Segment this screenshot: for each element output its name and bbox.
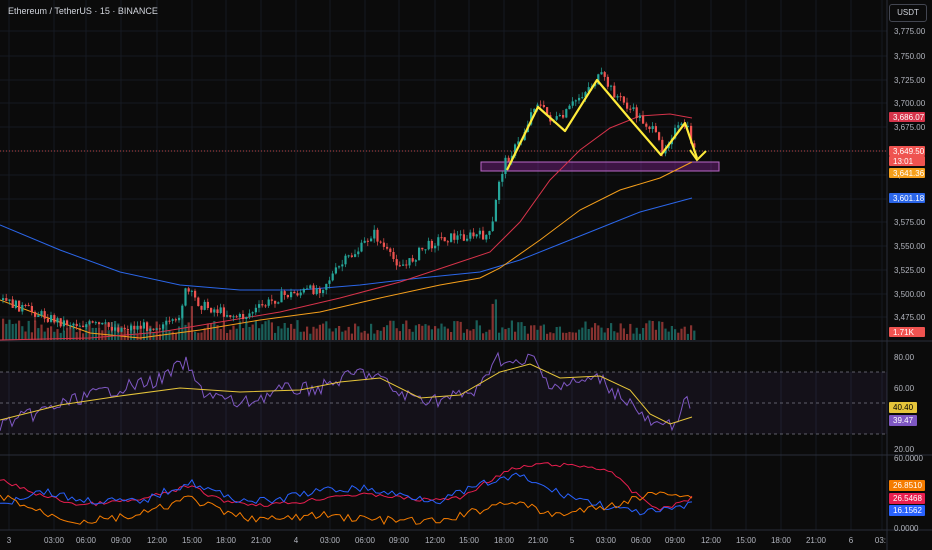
price-label-badge: [889, 156, 925, 166]
rsi-pane[interactable]: [0, 351, 887, 435]
time-tick-label: 21:00: [528, 536, 549, 545]
time-tick-label: 09:00: [665, 536, 686, 545]
price-tick-label: 3,675.00: [894, 123, 926, 132]
ma-blue-line: [0, 197, 693, 291]
time-tick-label: 09:00: [389, 536, 410, 545]
price-label-badge: [889, 168, 925, 178]
time-tick-label: 12:00: [425, 536, 446, 545]
price-tick-label: 3,575.00: [894, 218, 926, 227]
time-tick-label: 03:00: [596, 536, 617, 545]
rsi-axis-labels: 40.40 39.47: [889, 402, 917, 426]
time-tick-label: 09:00: [111, 536, 132, 545]
rsi-label-text: 39.47: [893, 416, 914, 425]
dmi-label-text: 16.1562: [893, 506, 922, 515]
price-tick-label: 3,750.00: [894, 52, 926, 61]
rsi-label-text: 40.40: [893, 403, 914, 412]
dmi-tick-label: 60.0000: [894, 454, 923, 463]
time-tick-label: 06:00: [355, 536, 376, 545]
price-label-text: 13:01: [893, 157, 914, 166]
rsi-label-badge: [889, 415, 917, 426]
currency-button[interactable]: USDT: [889, 4, 927, 22]
rsi-tick-label: 20.00: [894, 445, 915, 454]
time-tick-label: 15:00: [459, 536, 480, 545]
double-top-pattern-drawing[interactable]: [506, 78, 699, 171]
ma-red-line: [0, 113, 693, 341]
dmi-blue-line: [0, 472, 693, 516]
time-tick-label: 18:00: [771, 536, 792, 545]
time-tick-label: 6: [849, 536, 854, 545]
dmi-label-text: 26.8510: [893, 481, 922, 490]
rsi-axis[interactable]: 80.00 60.00 20.00: [894, 353, 915, 454]
dmi-red-line: [0, 462, 693, 511]
dmi-axis-labels: 26.8510 26.5468 16.1562: [889, 480, 925, 516]
rsi-tick-label: 80.00: [894, 353, 915, 362]
time-tick-label: 4: [294, 536, 299, 545]
time-tick-label: 5: [570, 536, 575, 545]
time-tick-label: 15:00: [736, 536, 757, 545]
price-label-badge: [889, 327, 925, 337]
price-label-text: 3,649.50: [893, 147, 925, 156]
dmi-tick-label: 0.0000: [894, 524, 919, 533]
price-label-text: 1.71K: [893, 328, 915, 337]
time-tick-label: 21:00: [806, 536, 827, 545]
price-label-badge: [889, 193, 925, 203]
time-tick-label: 3: [7, 536, 12, 545]
dmi-pane[interactable]: [0, 462, 693, 526]
time-tick-label: 15:00: [182, 536, 203, 545]
candlesticks: [2, 67, 696, 335]
volume-bars: [2, 299, 696, 340]
dmi-label-text: 26.5468: [893, 494, 922, 503]
price-label-badge: [889, 112, 925, 122]
time-tick-label: 21:00: [251, 536, 272, 545]
price-label-text: 3,686.07: [893, 113, 925, 122]
support-zone-box[interactable]: [480, 161, 720, 172]
price-tick-label: 3,550.00: [894, 242, 926, 251]
time-tick-label: 12:00: [701, 536, 722, 545]
price-label-text: 3,641.36: [893, 169, 925, 178]
price-tick-label: 3,525.00: [894, 266, 926, 275]
price-tick-label: 3,500.00: [894, 290, 926, 299]
time-tick-label: 03:00: [44, 536, 65, 545]
price-label-text: 3,601.18: [893, 194, 925, 203]
dmi-label-badge: [889, 480, 925, 491]
dmi-axis[interactable]: 60.0000 0.0000: [894, 454, 923, 533]
dmi-label-badge: [889, 505, 925, 516]
time-tick-label: 03:00: [320, 536, 341, 545]
rsi-tick-label: 60.00: [894, 384, 915, 393]
price-label-badge: [889, 146, 925, 156]
time-tick-label: 18:00: [216, 536, 237, 545]
time-tick-label: 12:00: [147, 536, 168, 545]
symbol-title[interactable]: Ethereum / TetherUS · 15 · BINANCE: [8, 6, 158, 16]
time-axis[interactable]: 3 03:00 06:00 09:00 12:00 15:00 18:00 21:00 4 03:…: [7, 536, 886, 545]
rsi-label-badge: [889, 402, 917, 413]
price-tick-label: 3,775.00: [894, 27, 926, 36]
time-tick-label: 06:00: [631, 536, 652, 545]
time-tick-label: 03:: [875, 536, 886, 545]
down-arrow-icon[interactable]: [689, 149, 707, 162]
price-tick-label: 3,700.00: [894, 99, 926, 108]
time-tick-label: 18:00: [494, 536, 515, 545]
dmi-label-badge: [889, 493, 925, 504]
dmi-orange-line: [0, 491, 693, 526]
price-tick-label: 3,725.00: [894, 76, 926, 85]
price-pane[interactable]: [0, 67, 887, 341]
price-tick-label: 3,475.00: [894, 313, 926, 322]
grid-lines: [0, 0, 887, 530]
rsi-line: [0, 351, 691, 432]
rsi-ma-line: [0, 363, 693, 425]
time-tick-label: 06:00: [76, 536, 97, 545]
